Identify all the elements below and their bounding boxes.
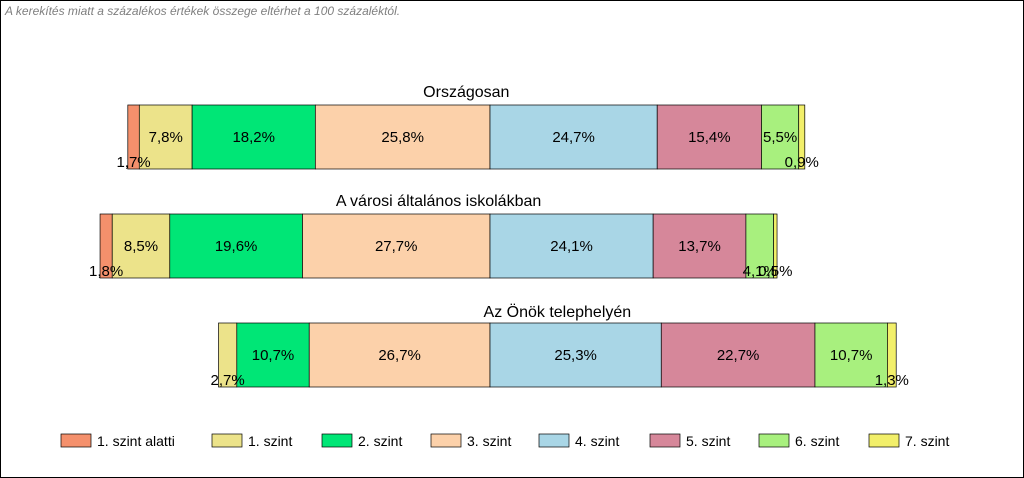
legend-label-8: 7. szint: [905, 433, 949, 449]
bar-2-label-7: 4,1%: [743, 263, 777, 280]
bar-1-label-3: 18,2%: [232, 129, 275, 146]
bar-2-label-5: 24,1%: [550, 238, 593, 255]
bar-2-segment-4: [302, 213, 491, 279]
bar-1-label-1: 1,7%: [116, 154, 150, 171]
bar-1-segment-2: [138, 104, 193, 170]
bar-1-segment-5: [489, 104, 658, 170]
bar-1-label-4: 25,8%: [381, 129, 424, 146]
bar-1-segment-7: [761, 104, 800, 170]
bar-3-label-4: 26,7%: [378, 347, 421, 364]
legend-swatch-5: [538, 433, 570, 448]
legend-swatch-7: [758, 433, 790, 448]
bar-3-label-5: 25,3%: [554, 347, 597, 364]
bar-3-label-3: 10,7%: [252, 347, 295, 364]
bar-title-2: A városi általános iskolákban: [336, 193, 541, 210]
bar-2-segment-3: [169, 213, 303, 279]
bar-3-segment-4: [308, 322, 491, 388]
bar-1-segment-4: [314, 104, 491, 170]
bar-title-3: Az Önök telephelyén: [484, 303, 632, 321]
bar-1-segment-8: [798, 104, 806, 170]
bar-2-label-2: 8,5%: [124, 238, 158, 255]
rounding-note: A kerekítés miatt a százalékos értékek ö…: [5, 4, 401, 18]
legend-swatch-6: [649, 433, 681, 448]
bar-2-label-6: 13,7%: [678, 238, 721, 255]
legend-label-7: 6. szint: [795, 433, 839, 449]
bar-1-label-7: 5,5%: [763, 129, 797, 146]
bar-3-label-7: 10,7%: [830, 347, 873, 364]
bar-3-segment-8: [887, 322, 897, 388]
bar-3-segment-7: [814, 322, 888, 388]
bar-2-segment-7: [745, 213, 775, 279]
bar-3-label-6: 22,7%: [717, 347, 760, 364]
bar-2-label-1: 1,8%: [89, 263, 123, 280]
bar-2-label-3: 19,6%: [215, 238, 258, 255]
legend-label-6: 5. szint: [686, 433, 730, 449]
bar-2-segment-8: [773, 213, 778, 279]
bar-1-label-6: 15,4%: [688, 129, 731, 146]
bar-3-label-8: 1,3%: [875, 372, 909, 389]
legend-swatch-3: [321, 433, 353, 448]
legend-label-5: 4. szint: [575, 433, 619, 449]
bar-1-label-2: 7,8%: [149, 129, 183, 146]
bar-2-label-4: 27,7%: [375, 238, 418, 255]
bar-1-label-8: 0,9%: [785, 154, 819, 171]
legend-swatch-4: [430, 433, 462, 448]
legend-label-3: 2. szint: [358, 433, 402, 449]
bar-2-segment-6: [652, 213, 747, 279]
legend-label-1: 1. szint alatti: [97, 433, 175, 449]
bar-2-label-8: 0,5%: [758, 263, 792, 280]
legend-label-4: 3. szint: [467, 433, 511, 449]
legend-label-2: 1. szint: [248, 433, 292, 449]
bar-title-1: Országosan: [423, 84, 509, 101]
bar-2-segment-2: [111, 213, 171, 279]
legend-swatch-8: [868, 433, 900, 448]
bar-1-label-5: 24,7%: [552, 129, 595, 146]
legend-swatch-2: [211, 433, 243, 448]
legend-swatch-1: [60, 433, 92, 448]
bar-1-segment-6: [656, 104, 762, 170]
bar-3-segment-3: [236, 322, 310, 388]
bar-3-label-2: 2,7%: [211, 372, 245, 389]
bar-3-segment-6: [660, 322, 816, 388]
bar-3-segment-5: [489, 322, 662, 388]
